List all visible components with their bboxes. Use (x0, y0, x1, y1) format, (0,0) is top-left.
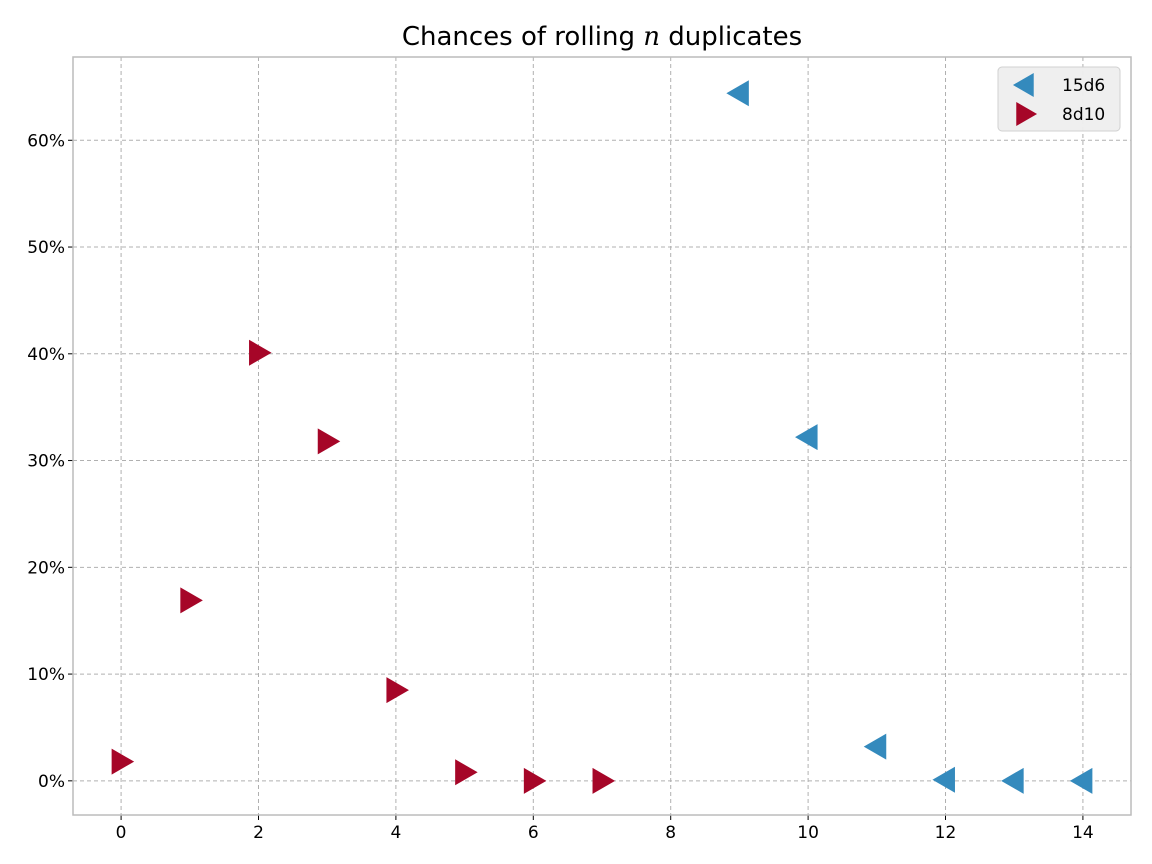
data-point (523, 767, 547, 794)
legend-marker (1016, 102, 1038, 126)
data-point (249, 339, 272, 366)
x-tick-label: 4 (390, 823, 401, 843)
legend-label: 15d6 (1062, 76, 1105, 96)
series-15d6 (726, 80, 1093, 794)
data-point (726, 80, 749, 107)
x-tick-label: 2 (253, 823, 264, 843)
data-point (180, 587, 203, 614)
y-tick-label: 60% (27, 131, 65, 151)
y-tick-label: 40% (27, 345, 65, 365)
axis-ticks: 0 2 4 6 8 10 12 14 0% 10% 20% 30% 40% 50% 60% (27, 131, 1094, 843)
series-8d10 (111, 339, 616, 794)
data-point (111, 748, 135, 775)
data-point (1001, 767, 1024, 794)
data-point (1069, 767, 1093, 794)
x-tick-label: 12 (935, 823, 957, 843)
data-point (795, 424, 818, 451)
data-point (317, 428, 341, 455)
x-tick-label: 10 (797, 823, 819, 843)
legend-marker (1012, 73, 1034, 97)
data-point (932, 766, 955, 793)
title-prefix: Chances of rolling (402, 22, 643, 52)
data-point (455, 759, 478, 786)
x-tick-label: 6 (528, 823, 539, 843)
y-tick-label: 10% (27, 665, 65, 685)
legend-items: 15d6 8d10 (1012, 73, 1105, 126)
y-tick-label: 20% (27, 558, 65, 578)
data-points (111, 80, 1093, 794)
y-tick-label: 0% (38, 772, 65, 792)
y-tick-label: 30% (27, 452, 65, 472)
grid-lines (73, 57, 1131, 815)
title-suffix: duplicates (660, 22, 802, 52)
data-point (386, 677, 409, 704)
x-tick-label: 14 (1072, 823, 1094, 843)
legend-label: 8d10 (1062, 105, 1105, 125)
y-tick-label: 50% (27, 238, 65, 258)
legend: 15d6 8d10 (997, 66, 1121, 132)
chart-title: Chances of rolling n duplicates (402, 22, 802, 52)
title-variable: n (643, 22, 660, 52)
plot-frame (72, 56, 1132, 816)
x-tick-label: 0 (116, 823, 127, 843)
data-point (592, 767, 616, 794)
x-tick-label: 8 (665, 823, 676, 843)
data-point (863, 733, 887, 760)
